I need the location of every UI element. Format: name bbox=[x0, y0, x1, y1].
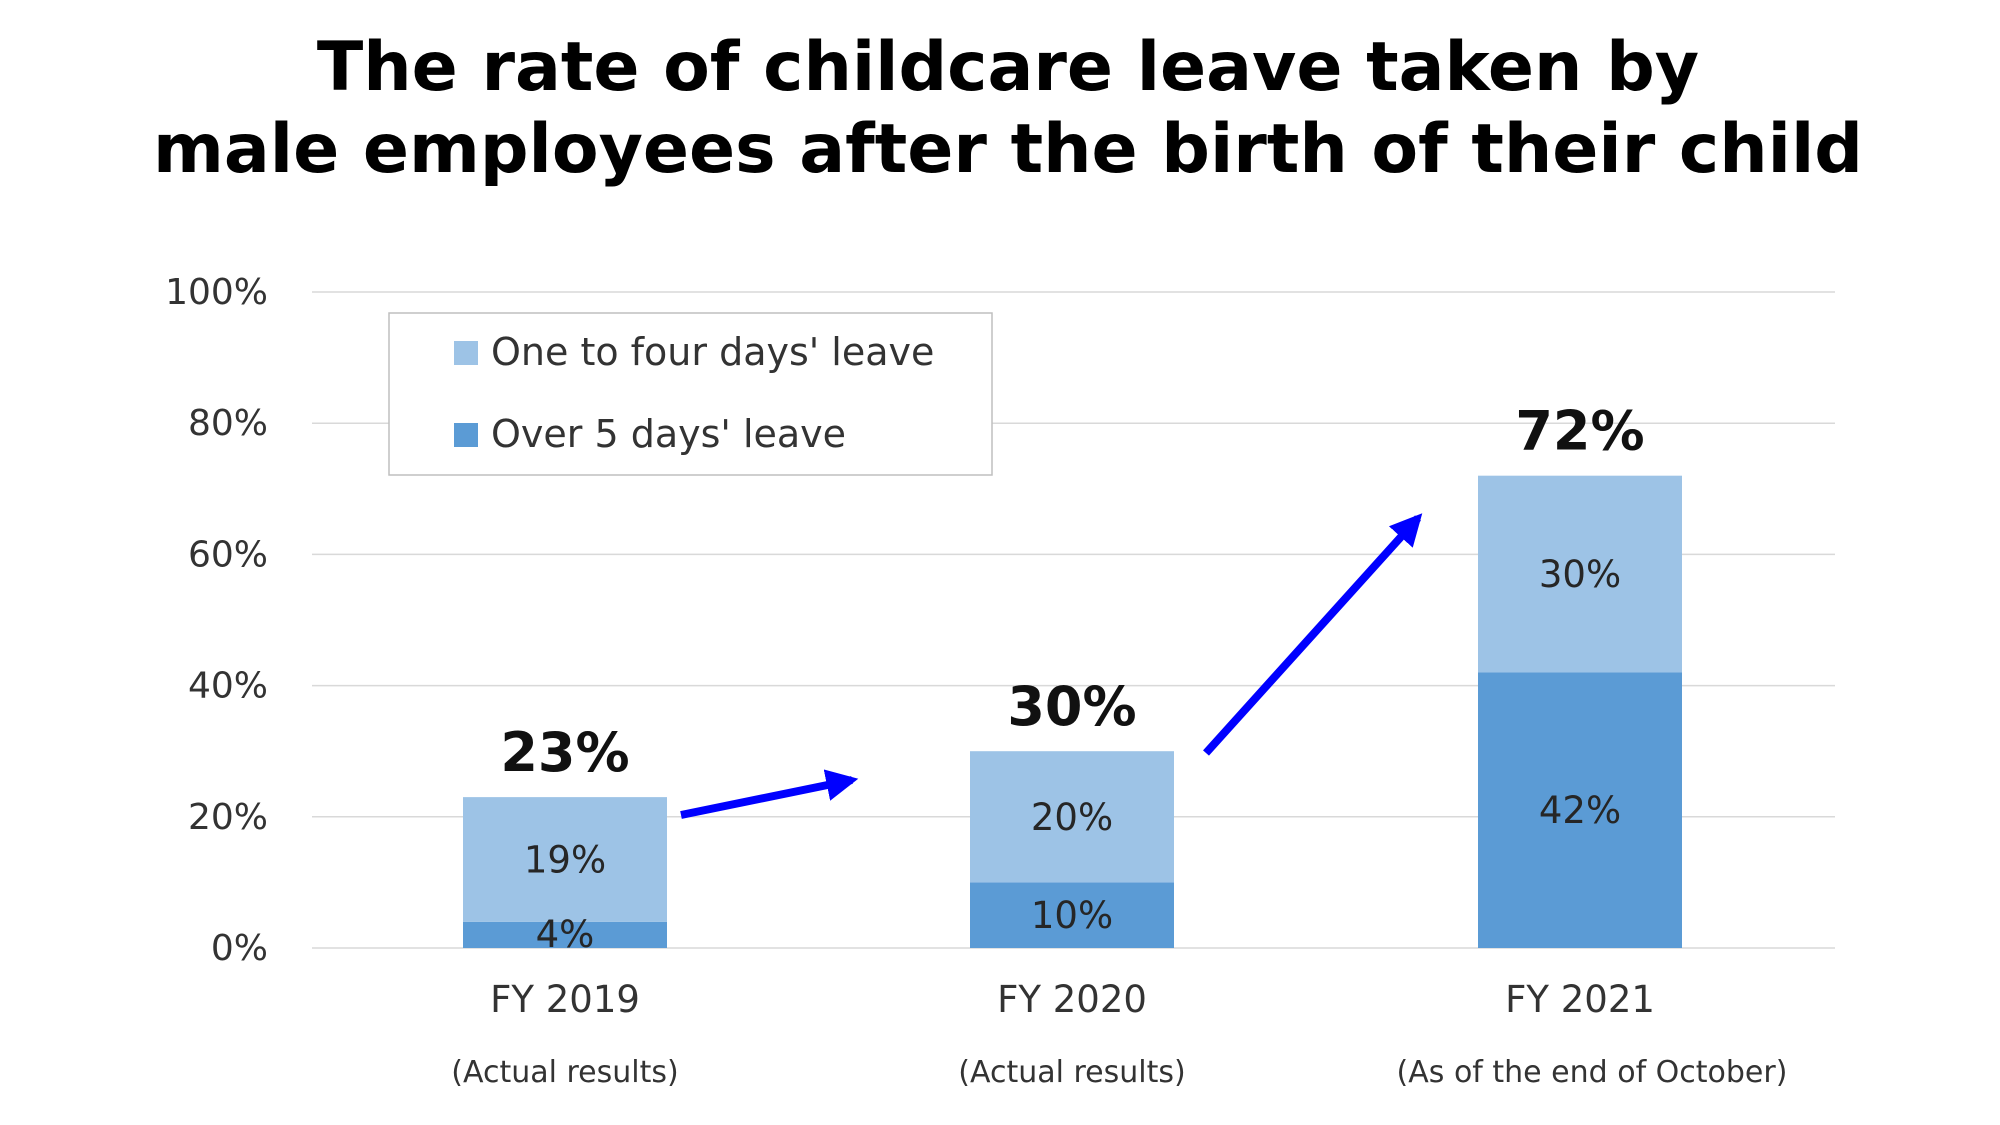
bar-value-label-0-2: 42% bbox=[1539, 789, 1621, 832]
legend: One to four days' leave Over 5 days' lea… bbox=[388, 312, 993, 476]
trend-arrows bbox=[680, 513, 1423, 819]
x-category-note-2: (As of the end of October) bbox=[1397, 1055, 1788, 1090]
trend-arrow-2020-to-2021 bbox=[1203, 513, 1423, 756]
x-category-note-0: (Actual results) bbox=[451, 1055, 678, 1090]
x-category-note-1: (Actual results) bbox=[958, 1055, 1185, 1090]
bar-value-label-0-1: 10% bbox=[1031, 894, 1113, 937]
bars bbox=[463, 475, 1682, 948]
bar-total-label-1: 30% bbox=[1007, 675, 1136, 738]
y-axis-ticks: 0% 20% 40% 60% 80% 100% bbox=[165, 272, 268, 969]
bar-value-label-1-1: 20% bbox=[1031, 796, 1113, 839]
bar-segment-one-to-four-days-1 bbox=[970, 751, 1174, 883]
bar-segment-one-to-four-days-0 bbox=[463, 797, 667, 922]
x-category-label-1: FY 2020 bbox=[997, 978, 1147, 1021]
legend-label-over-5-days: Over 5 days' leave bbox=[491, 412, 846, 456]
bar-segment-over-5-days-0 bbox=[463, 921, 667, 948]
chart-title-line-2: male employees after the birth of their … bbox=[153, 110, 1863, 189]
bar-segment-over-5-days-2 bbox=[1478, 672, 1682, 948]
y-tick-label-0: 0% bbox=[211, 928, 268, 969]
y-tick-label-100: 100% bbox=[165, 272, 268, 313]
chart-title-line-1: The rate of childcare leave taken by bbox=[317, 28, 1699, 107]
x-axis-categories: FY 2019 (Actual results) FY 2020 (Actual re… bbox=[451, 978, 1787, 1090]
y-tick-label-20: 20% bbox=[188, 797, 268, 838]
y-tick-label-60: 60% bbox=[188, 534, 268, 575]
trend-arrow-2019-to-2020 bbox=[680, 769, 859, 819]
bar-segment-one-to-four-days-2 bbox=[1478, 475, 1682, 673]
legend-label-one-to-four-days: One to four days' leave bbox=[491, 330, 934, 374]
bar-value-label-0-0: 4% bbox=[536, 913, 595, 956]
x-category-label-2: FY 2021 bbox=[1505, 978, 1655, 1021]
legend-swatch-one-to-four-days bbox=[454, 341, 478, 365]
bar-value-label-1-2: 30% bbox=[1539, 553, 1621, 596]
y-tick-label-40: 40% bbox=[188, 666, 268, 707]
y-tick-label-80: 80% bbox=[188, 403, 268, 444]
bar-total-label-2: 72% bbox=[1515, 400, 1644, 463]
x-category-label-0: FY 2019 bbox=[490, 978, 640, 1021]
bar-labels: 4% 19% 23% 10% 20% 30% 42% 30% 72% bbox=[500, 400, 1644, 956]
bar-value-label-1-0: 19% bbox=[524, 838, 606, 881]
legend-swatch-over-5-days bbox=[454, 423, 478, 447]
bar-total-label-0: 23% bbox=[500, 721, 629, 784]
legend-box bbox=[388, 312, 993, 476]
bar-segment-over-5-days-1 bbox=[970, 882, 1174, 948]
